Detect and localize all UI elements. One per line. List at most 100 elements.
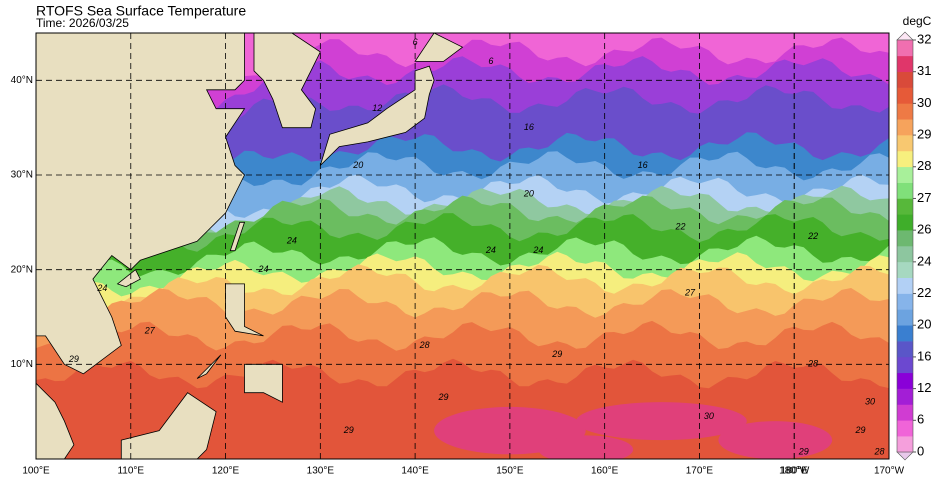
colorbar-tick-label: 30 bbox=[917, 95, 931, 110]
landmass bbox=[120, 392, 217, 459]
sst-patch bbox=[576, 402, 747, 441]
x-tick-label: 180°W bbox=[779, 466, 810, 477]
colorbar-segment bbox=[897, 277, 913, 294]
contour-label: 29 bbox=[798, 447, 809, 457]
colorbar-tick-label: 26 bbox=[917, 222, 931, 237]
x-tick-label: 170°E bbox=[686, 466, 714, 477]
colorbar-segment bbox=[897, 325, 913, 342]
colorbar-segment bbox=[897, 119, 913, 136]
x-tick-label: 140°E bbox=[401, 466, 429, 477]
y-tick-label: 10°N bbox=[11, 359, 33, 370]
landmass bbox=[414, 33, 464, 62]
colorbar-segment bbox=[897, 182, 913, 199]
contour-label: 20 bbox=[352, 160, 363, 170]
contour-label: 29 bbox=[68, 354, 79, 364]
colorbar-segment bbox=[897, 87, 913, 104]
colorbar-frame bbox=[896, 39, 914, 453]
contour-label: 24 bbox=[485, 245, 496, 255]
contour-label: 16 bbox=[638, 160, 648, 170]
colorbar-segment bbox=[897, 293, 913, 310]
colorbar-segment bbox=[897, 55, 913, 72]
x-tick-label: 170°W bbox=[874, 466, 905, 477]
contour-label: 30 bbox=[704, 411, 714, 421]
contour-label: 24 bbox=[257, 264, 268, 274]
colorbar-label: degC bbox=[903, 14, 932, 28]
sst-patch bbox=[718, 421, 833, 459]
colorbar-segment bbox=[897, 309, 913, 326]
colorbar-segment bbox=[897, 40, 913, 57]
x-tick-label: 160°E bbox=[591, 466, 619, 477]
landmass bbox=[36, 33, 246, 375]
colorbar-segment bbox=[897, 356, 913, 374]
colorbar-segment bbox=[897, 404, 913, 421]
colorbar-segment bbox=[897, 214, 913, 231]
contour-label: 24 bbox=[286, 236, 297, 246]
contour-label: 16 bbox=[524, 122, 534, 132]
colorbar-segment bbox=[897, 230, 913, 247]
contour-label: 24 bbox=[96, 283, 107, 293]
y-tick-label: 20°N bbox=[11, 264, 33, 275]
colorbar-tick-label: 28 bbox=[917, 158, 931, 173]
colorbar-segment bbox=[897, 135, 913, 152]
contour-label: 12 bbox=[372, 103, 382, 113]
x-tick-label: 100°E bbox=[22, 466, 50, 477]
map-frame bbox=[35, 32, 890, 460]
colorbar-tick-label: 32 bbox=[917, 31, 931, 46]
landmass bbox=[116, 269, 141, 288]
colorbar-segment bbox=[897, 103, 913, 120]
y-tick-label: 40°N bbox=[11, 75, 33, 86]
colorbar-tick-label: 24 bbox=[917, 253, 931, 268]
contour-label: 6 bbox=[488, 56, 493, 66]
contour-label: 22 bbox=[674, 221, 685, 231]
contour-label: 28 bbox=[419, 340, 430, 350]
colorbar-tick-label: 16 bbox=[917, 348, 931, 363]
colorbar-segment bbox=[897, 388, 913, 405]
sst-patch bbox=[538, 435, 634, 459]
colorbar-tick-label: 20 bbox=[917, 317, 931, 332]
contour-label: 27 bbox=[684, 288, 696, 298]
contour-label: 29 bbox=[438, 392, 449, 402]
map-title: RTOFS Sea Surface Temperature bbox=[36, 3, 246, 19]
landmass bbox=[196, 354, 222, 379]
colorbar-tick-label: 27 bbox=[917, 190, 931, 205]
contour-label: 27 bbox=[144, 326, 156, 336]
colorbar-segment bbox=[897, 198, 913, 215]
colorbar-tick-label: 12 bbox=[917, 380, 931, 395]
landmass bbox=[319, 65, 435, 166]
contour-label: 20 bbox=[523, 188, 534, 198]
colorbar-tick-label: 31 bbox=[917, 63, 931, 78]
colorbar-tick-label: 29 bbox=[917, 127, 931, 142]
colorbar-segment bbox=[897, 420, 913, 437]
y-tick-label: 30°N bbox=[11, 170, 33, 181]
x-tick-label: 110°E bbox=[117, 466, 144, 477]
colorbar-tick-label: 0 bbox=[917, 443, 924, 458]
contour-label: 28 bbox=[807, 359, 818, 369]
contour-label: 6 bbox=[413, 37, 418, 47]
contour-label: 29 bbox=[551, 349, 562, 359]
colorbar-segment bbox=[897, 372, 913, 389]
colorbar-segment bbox=[897, 341, 913, 358]
contour-label: 29 bbox=[343, 425, 354, 435]
x-tick-label: 130°E bbox=[307, 466, 335, 477]
map-subtitle: Time: 2026/03/25 bbox=[36, 16, 129, 30]
colorbar-extend bbox=[896, 451, 914, 461]
contour-label: 30 bbox=[865, 397, 875, 407]
colorbar-extend bbox=[896, 31, 914, 41]
contour-label: 29 bbox=[855, 425, 866, 435]
x-tick-label: 180°E bbox=[781, 466, 809, 477]
contour-label: 22 bbox=[807, 231, 818, 241]
colorbar-segment bbox=[897, 71, 913, 88]
landmass bbox=[36, 382, 75, 459]
colorbar-segment bbox=[897, 436, 913, 453]
colorbar-segment bbox=[897, 246, 913, 263]
x-tick-label: 150°E bbox=[496, 466, 524, 477]
landmass bbox=[229, 221, 246, 252]
x-tick-label: 120°E bbox=[212, 466, 240, 477]
colorbar-tick-label: 6 bbox=[917, 412, 924, 427]
colorbar-tick-label: 22 bbox=[917, 285, 931, 300]
colorbar-segment bbox=[897, 166, 913, 183]
colorbar-segment bbox=[897, 150, 913, 168]
colorbar-segment bbox=[897, 261, 913, 278]
contour-label: 28 bbox=[874, 447, 885, 457]
